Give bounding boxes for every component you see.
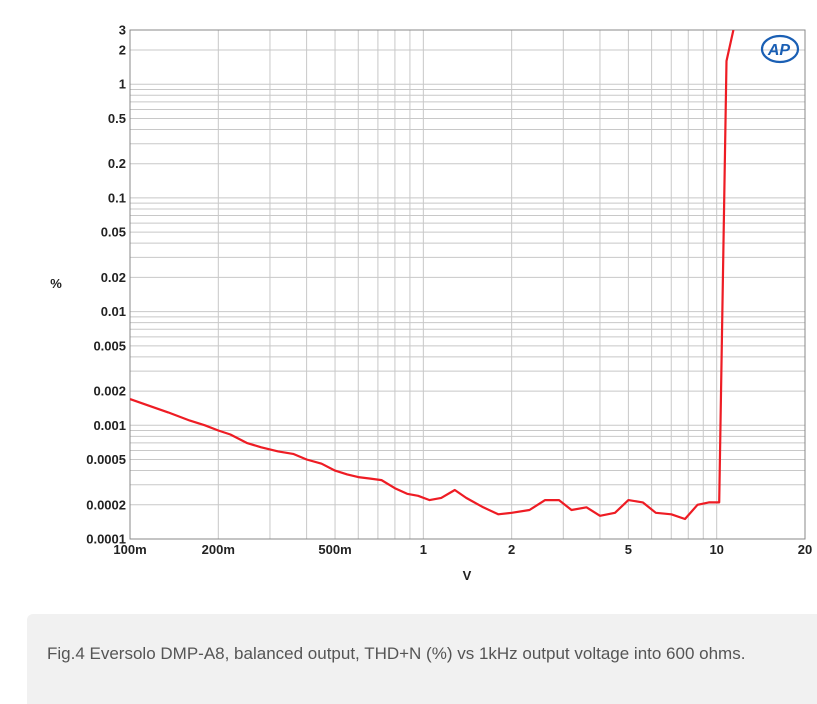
thd-chart: 3 2 1 0.5 0.2 0.1 0.05 0.02 0.01 0.005 0.002 0.001 0… [50, 23, 812, 584]
plot-frame [129, 29, 806, 540]
x-tick-label: 500m [318, 542, 351, 557]
y-tick-label: 0.1 [108, 190, 126, 205]
y-tick-label: 0.5 [108, 111, 126, 126]
x-tick-label: 10 [709, 542, 723, 557]
y-tick-label: 0.005 [93, 338, 126, 353]
y-tick-label: 0.001 [93, 418, 126, 433]
y-tick-label: 0.05 [101, 225, 126, 240]
x-tick-label: 100m [113, 542, 146, 557]
y-tick-label: 3 [119, 23, 126, 38]
x-tick-labels: 100m 200m 500m 1 2 5 10 20 [113, 542, 812, 557]
figure-caption-box: Fig.4 Eversolo DMP-A8, balanced output, … [27, 614, 817, 704]
x-axis-label: V [463, 568, 472, 583]
ap-logo-icon: AP [760, 34, 800, 64]
y-tick-label: 0.0001 [86, 532, 126, 547]
y-tick-label: 1 [119, 77, 126, 92]
x-tick-label: 5 [625, 542, 632, 557]
y-tick-label: 0.02 [101, 270, 126, 285]
y-axis-label: % [50, 276, 62, 291]
y-tick-label: 0.002 [93, 384, 126, 399]
x-tick-label: 20 [798, 542, 812, 557]
x-tick-label: 2 [508, 542, 515, 557]
x-tick-label: 1 [420, 542, 427, 557]
y-tick-label: 2 [119, 43, 126, 58]
y-tick-label: 0.01 [101, 304, 126, 319]
y-tick-labels: 3 2 1 0.5 0.2 0.1 0.05 0.02 0.01 0.005 0.002 0.001 0… [86, 23, 126, 547]
data-series [130, 30, 735, 521]
ap-logo-text: AP [767, 42, 791, 59]
y-tick-label: 0.0005 [86, 452, 126, 467]
x-tick-label: 200m [202, 542, 235, 557]
y-tick-label: 0.0002 [86, 497, 126, 512]
grid-lines [130, 30, 805, 539]
y-tick-label: 0.2 [108, 156, 126, 171]
figure-caption: Fig.4 Eversolo DMP-A8, balanced output, … [47, 644, 746, 663]
series-line [130, 30, 735, 521]
